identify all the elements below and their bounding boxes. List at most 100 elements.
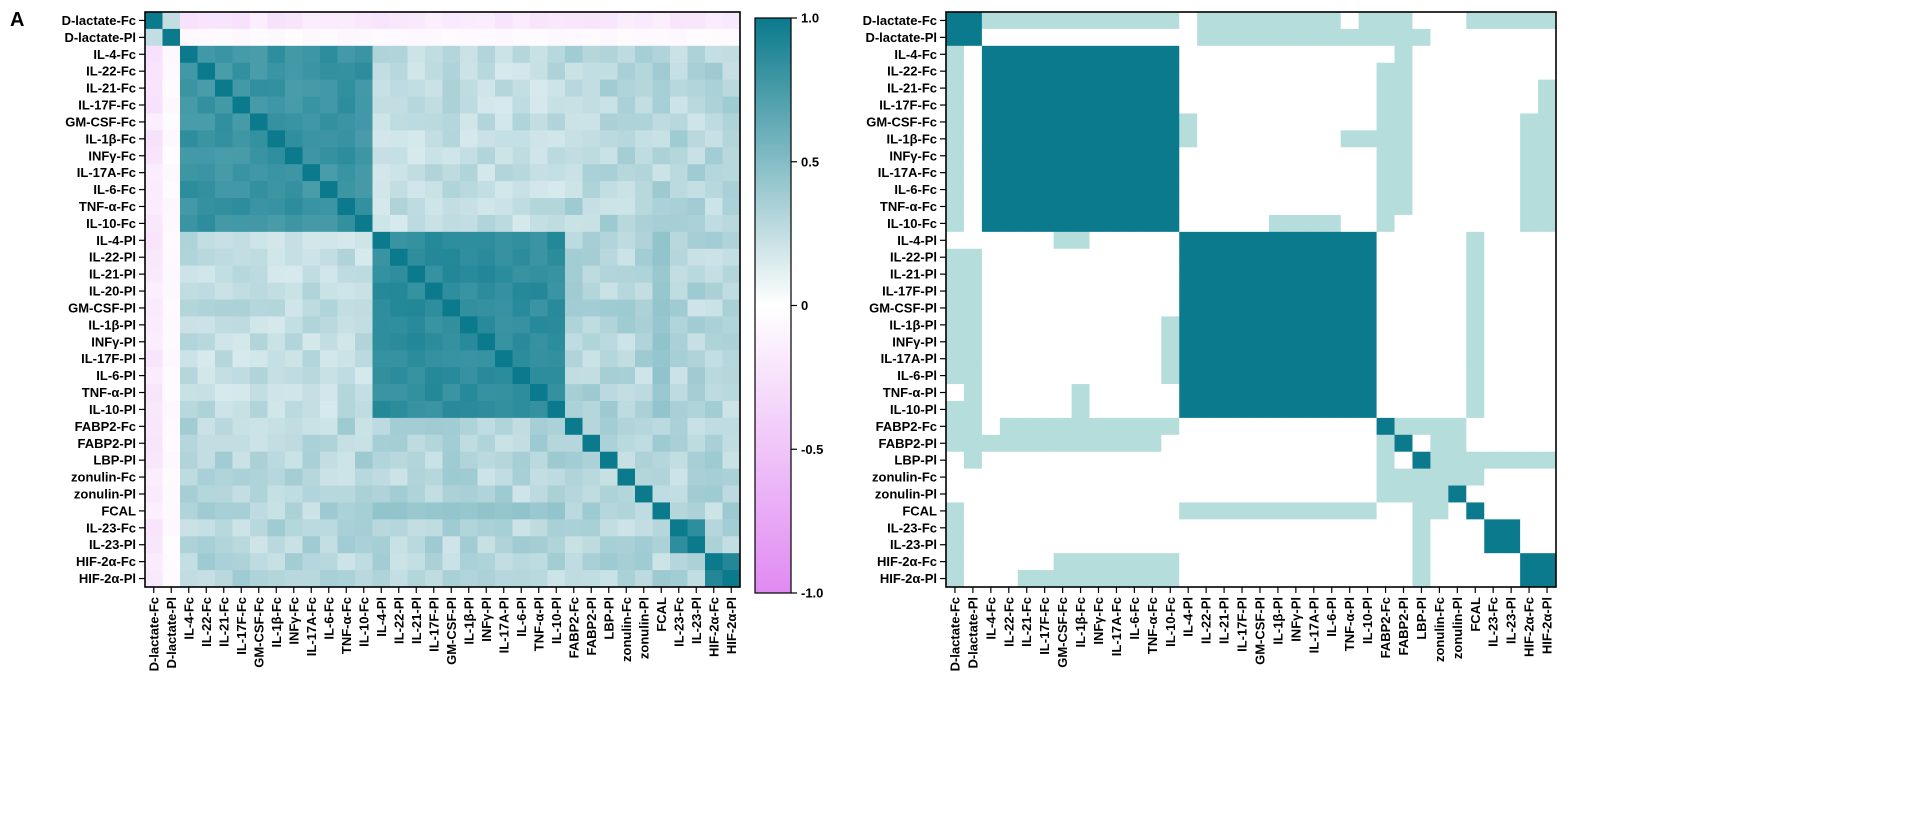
heatmap-a-cell bbox=[355, 570, 373, 588]
heatmap-b-cell bbox=[1340, 45, 1360, 64]
heatmap-b-cell bbox=[946, 485, 965, 503]
heatmap-a-cell bbox=[162, 113, 181, 131]
heatmap-b-cell bbox=[1089, 181, 1108, 199]
heatmap-b-cell bbox=[1107, 367, 1126, 385]
heatmap-b-cell bbox=[1089, 502, 1108, 520]
heatmap-a-cell bbox=[215, 282, 233, 300]
heatmap-b-cell bbox=[1466, 181, 1485, 199]
heatmap-b-cell bbox=[1412, 214, 1431, 233]
heatmap-b-cell bbox=[981, 265, 1001, 283]
heatmap-b-cell bbox=[1233, 519, 1252, 537]
heatmap-a-cell bbox=[705, 62, 723, 81]
heatmap-a-cell bbox=[442, 28, 461, 47]
heatmap-b-cell bbox=[1197, 468, 1216, 486]
heatmap-b-cell bbox=[1538, 384, 1557, 402]
heatmap-b-cell bbox=[1161, 113, 1180, 131]
heatmap-a-cell bbox=[687, 519, 706, 537]
heatmap-b-cell bbox=[1340, 468, 1360, 486]
heatmap-a-cell bbox=[302, 384, 321, 402]
heatmap-b-cell bbox=[1233, 316, 1252, 334]
heatmap-b-cell bbox=[1107, 181, 1126, 199]
heatmap-b-cell bbox=[1322, 367, 1342, 385]
heatmap-a-cell bbox=[145, 130, 163, 148]
heatmap-b-cell bbox=[1322, 62, 1342, 81]
heatmap-b-col-label: zonulin-Pl bbox=[1450, 597, 1465, 659]
heatmap-a-cell bbox=[302, 96, 321, 114]
heatmap-a-cell bbox=[180, 147, 198, 165]
heatmap-b-cell bbox=[999, 434, 1019, 453]
heatmap-b-cell bbox=[1430, 485, 1449, 503]
heatmap-b-cell bbox=[1215, 265, 1234, 283]
heatmap-a-cell bbox=[407, 367, 426, 385]
heatmap-a-cell bbox=[267, 299, 286, 317]
heatmap-b-cell bbox=[1089, 485, 1108, 503]
heatmap-a-col-label: HIF-2α-Fc bbox=[706, 597, 721, 657]
heatmap-a-cell bbox=[600, 468, 618, 486]
heatmap-a-cell bbox=[267, 417, 286, 436]
heatmap-b-cell bbox=[1089, 164, 1108, 182]
heatmap-b-cell bbox=[1143, 417, 1162, 436]
heatmap-a-cell bbox=[512, 265, 531, 283]
heatmap-a-cell bbox=[390, 79, 408, 97]
heatmap-b-cell bbox=[1197, 502, 1216, 520]
heatmap-a-cell bbox=[512, 350, 531, 368]
heatmap-a-cell bbox=[320, 417, 338, 436]
heatmap-b-cell bbox=[1394, 350, 1413, 368]
heatmap-b-cell bbox=[1071, 434, 1090, 453]
heatmap-b-cell bbox=[1412, 333, 1431, 351]
heatmap-b-cell bbox=[1233, 62, 1252, 81]
heatmap-a-cell bbox=[320, 12, 338, 30]
heatmap-a-cell bbox=[582, 570, 601, 588]
heatmap-a-cell bbox=[530, 12, 548, 30]
heatmap-a-row-label: IL-1β-Fc bbox=[85, 131, 136, 146]
heatmap-a-cell bbox=[460, 45, 478, 64]
heatmap-a-cell bbox=[162, 214, 181, 233]
heatmap-a-cell bbox=[302, 350, 321, 368]
heatmap-b-cell bbox=[1197, 164, 1216, 182]
heatmap-a-cell bbox=[180, 282, 198, 300]
heatmap-b-cell bbox=[1412, 265, 1431, 283]
heatmap-a-cell bbox=[232, 181, 251, 199]
heatmap-a-cell bbox=[565, 231, 583, 250]
heatmap-a-cell bbox=[180, 79, 198, 97]
heatmap-a-cell bbox=[232, 570, 251, 588]
heatmap-a-cell bbox=[162, 400, 181, 419]
heatmap-a-cell bbox=[635, 384, 653, 402]
heatmap-b-row-label: GM-CSF-Fc bbox=[866, 114, 937, 129]
heatmap-a-cell bbox=[495, 12, 513, 30]
heatmap-b-cell bbox=[1035, 468, 1055, 486]
heatmap-a-cell bbox=[582, 468, 601, 486]
heatmap-a-cell bbox=[320, 316, 338, 334]
heatmap-b-cell bbox=[1089, 468, 1108, 486]
heatmap-a-cell bbox=[495, 451, 513, 470]
heatmap-a-cell bbox=[617, 434, 636, 453]
heatmap-b-cell bbox=[1089, 45, 1108, 64]
heatmap-a-cell bbox=[215, 434, 233, 453]
heatmap-a-cell bbox=[197, 485, 216, 503]
heatmap-a-cell bbox=[600, 400, 618, 419]
heatmap-b-cell bbox=[1179, 485, 1198, 503]
heatmap-b-cell bbox=[1071, 113, 1090, 131]
heatmap-a-cell bbox=[337, 147, 356, 165]
heatmap-b-cell bbox=[1376, 502, 1395, 520]
heatmap-b-cell bbox=[1394, 248, 1413, 267]
heatmap-b-cell bbox=[1448, 282, 1467, 300]
heatmap-a-cell bbox=[337, 96, 356, 114]
heatmap-b-cell bbox=[1520, 553, 1539, 571]
heatmap-a-cell bbox=[547, 62, 566, 81]
heatmap-a-cell bbox=[460, 79, 478, 97]
heatmap-b-cell bbox=[1502, 299, 1521, 317]
heatmap-b-cell bbox=[1251, 570, 1270, 588]
heatmap-a-cell bbox=[652, 130, 671, 148]
heatmap-a-cell bbox=[267, 45, 286, 64]
heatmap-b-cell bbox=[1304, 502, 1324, 520]
heatmap-b-cell bbox=[1143, 468, 1162, 486]
heatmap-a-cell bbox=[337, 28, 356, 47]
heatmap-a-cell bbox=[600, 384, 618, 402]
heatmap-b-col-label: IL-21-Fc bbox=[1019, 597, 1034, 647]
heatmap-b-cell bbox=[1538, 570, 1557, 588]
heatmap-b-cell bbox=[1322, 536, 1342, 554]
heatmap-b-cell bbox=[1376, 570, 1395, 588]
heatmap-b-cell bbox=[1430, 147, 1449, 165]
heatmap-a-cell bbox=[180, 519, 198, 537]
